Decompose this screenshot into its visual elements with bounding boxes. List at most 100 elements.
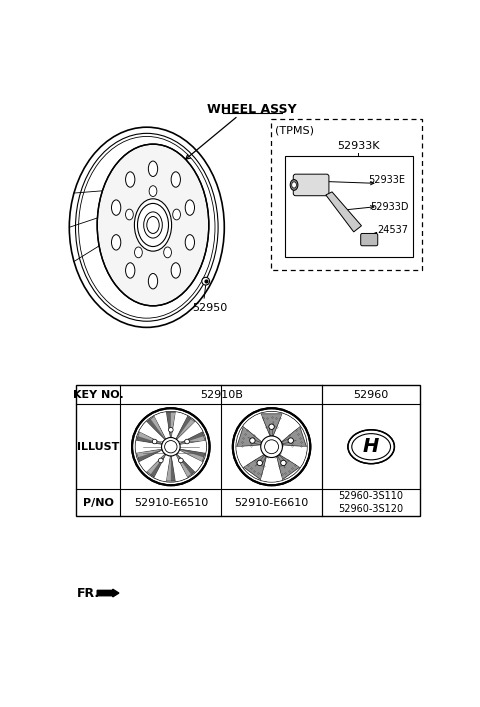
Polygon shape: [180, 431, 205, 444]
FancyArrow shape: [97, 589, 119, 597]
Polygon shape: [146, 416, 166, 440]
Polygon shape: [140, 451, 164, 472]
Polygon shape: [261, 414, 282, 436]
Polygon shape: [177, 422, 202, 443]
Polygon shape: [150, 454, 166, 477]
Polygon shape: [136, 436, 162, 444]
Text: H: H: [363, 437, 379, 456]
Text: 52933D: 52933D: [370, 201, 409, 211]
Ellipse shape: [173, 209, 180, 220]
Polygon shape: [136, 431, 162, 444]
Ellipse shape: [148, 274, 157, 289]
Ellipse shape: [290, 180, 298, 190]
Text: 52910-E6610: 52910-E6610: [234, 498, 309, 508]
Polygon shape: [166, 456, 176, 481]
Ellipse shape: [134, 199, 172, 251]
Bar: [75, 385, 420, 516]
Polygon shape: [155, 412, 169, 438]
Polygon shape: [176, 454, 195, 477]
Ellipse shape: [126, 172, 135, 187]
FancyBboxPatch shape: [293, 174, 329, 196]
Text: 52933K: 52933K: [337, 141, 379, 151]
Polygon shape: [138, 450, 162, 462]
Polygon shape: [180, 431, 204, 444]
Polygon shape: [176, 416, 195, 440]
Ellipse shape: [257, 460, 263, 466]
Ellipse shape: [288, 438, 293, 443]
Ellipse shape: [269, 424, 274, 429]
Text: 52910-E6510: 52910-E6510: [134, 498, 208, 508]
Ellipse shape: [185, 200, 194, 216]
Ellipse shape: [158, 458, 163, 463]
FancyBboxPatch shape: [360, 233, 378, 246]
Polygon shape: [166, 412, 171, 438]
Polygon shape: [155, 455, 169, 481]
Text: 24537: 24537: [378, 225, 409, 235]
Ellipse shape: [171, 172, 180, 187]
Ellipse shape: [111, 235, 121, 250]
Text: 52950: 52950: [192, 303, 227, 312]
Bar: [285, 156, 413, 257]
Ellipse shape: [164, 247, 171, 258]
Ellipse shape: [97, 144, 209, 306]
Polygon shape: [276, 455, 300, 479]
Ellipse shape: [348, 430, 395, 464]
Polygon shape: [326, 192, 361, 232]
Polygon shape: [177, 451, 202, 472]
Ellipse shape: [134, 247, 142, 258]
Polygon shape: [261, 457, 282, 481]
Polygon shape: [146, 419, 165, 440]
Text: (TPMS): (TPMS): [276, 125, 314, 135]
Polygon shape: [172, 455, 187, 481]
Ellipse shape: [185, 439, 190, 444]
Ellipse shape: [261, 436, 282, 457]
Text: FR.: FR.: [77, 587, 100, 600]
Ellipse shape: [185, 235, 194, 250]
Polygon shape: [275, 414, 300, 440]
Polygon shape: [136, 449, 162, 462]
Text: KEY NO.: KEY NO.: [72, 390, 123, 399]
Polygon shape: [243, 455, 266, 479]
Ellipse shape: [148, 161, 157, 177]
Ellipse shape: [152, 439, 157, 444]
Polygon shape: [180, 449, 205, 462]
Polygon shape: [243, 414, 268, 440]
Ellipse shape: [162, 438, 180, 456]
Polygon shape: [237, 426, 262, 447]
Ellipse shape: [132, 408, 210, 485]
Polygon shape: [172, 412, 187, 438]
Ellipse shape: [202, 277, 210, 285]
Polygon shape: [281, 426, 306, 447]
Ellipse shape: [111, 200, 121, 216]
Ellipse shape: [179, 458, 183, 463]
Polygon shape: [176, 416, 192, 439]
Polygon shape: [146, 454, 166, 477]
Bar: [271, 119, 422, 269]
Polygon shape: [176, 454, 195, 475]
Polygon shape: [237, 447, 263, 467]
Ellipse shape: [171, 263, 180, 278]
Text: 52933E: 52933E: [368, 175, 405, 185]
Text: 52910B: 52910B: [200, 390, 242, 399]
Text: P/NO: P/NO: [83, 498, 113, 508]
Ellipse shape: [168, 428, 173, 432]
Text: 52960-3S110
52960-3S120: 52960-3S110 52960-3S120: [338, 491, 404, 514]
Text: WHEEL ASSY: WHEEL ASSY: [207, 103, 297, 116]
Polygon shape: [171, 456, 176, 481]
Ellipse shape: [126, 209, 133, 220]
Ellipse shape: [250, 438, 255, 443]
Polygon shape: [180, 440, 205, 452]
Polygon shape: [166, 412, 176, 438]
Text: ILLUST: ILLUST: [77, 442, 119, 452]
Polygon shape: [180, 449, 205, 457]
Ellipse shape: [149, 186, 157, 197]
Text: 52960: 52960: [354, 390, 389, 399]
Ellipse shape: [144, 212, 162, 238]
Polygon shape: [280, 447, 306, 467]
Polygon shape: [136, 440, 162, 452]
Polygon shape: [140, 422, 164, 443]
Ellipse shape: [233, 408, 311, 485]
Ellipse shape: [292, 182, 296, 188]
Ellipse shape: [281, 460, 286, 466]
Ellipse shape: [126, 263, 135, 278]
